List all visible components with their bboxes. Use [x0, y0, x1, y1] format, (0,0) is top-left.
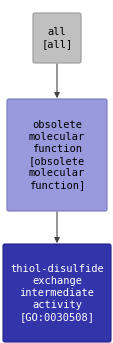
Text: all
[all]: all [all] [41, 27, 72, 49]
FancyBboxPatch shape [33, 13, 80, 63]
FancyBboxPatch shape [3, 244, 110, 342]
Text: obsolete
molecular
function
[obsolete
molecular
function]: obsolete molecular function [obsolete mo… [29, 120, 84, 190]
FancyBboxPatch shape [7, 99, 106, 211]
Text: thiol-disulfide
exchange
intermediate
activity
[GO:0030508]: thiol-disulfide exchange intermediate ac… [10, 264, 103, 322]
